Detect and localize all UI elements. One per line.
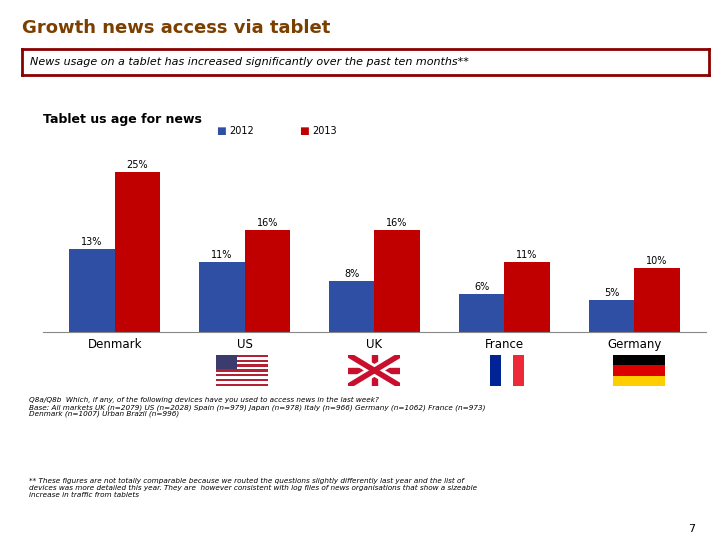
Text: 11%: 11% — [516, 250, 538, 260]
Bar — [501, 355, 513, 386]
Bar — [374, 230, 420, 332]
Text: Denmark (n=1007) Urban Brazil (n=996): Denmark (n=1007) Urban Brazil (n=996) — [29, 411, 179, 417]
Bar — [216, 364, 268, 367]
Bar — [634, 268, 680, 332]
Text: Base: All markets UK (n=2079) US (n=2028) Spain (n=979) Japan (n=978) Italy (n=9: Base: All markets UK (n=2079) US (n=2028… — [29, 404, 485, 410]
Bar — [370, 355, 379, 386]
Bar — [613, 365, 665, 376]
Bar — [613, 376, 665, 386]
Text: 11%: 11% — [211, 250, 233, 260]
Text: News usage on a tablet has increased significantly over the past ten months**: News usage on a tablet has increased sig… — [30, 57, 469, 66]
Bar — [100, 355, 109, 386]
Bar — [372, 355, 377, 386]
Bar — [114, 172, 160, 332]
Text: 8%: 8% — [344, 269, 359, 279]
Bar — [216, 376, 268, 379]
Text: 16%: 16% — [256, 218, 278, 228]
Text: 6%: 6% — [474, 282, 489, 292]
Text: Tablet us age for news: Tablet us age for news — [43, 113, 202, 126]
Bar — [216, 360, 268, 362]
Bar — [348, 368, 400, 373]
Bar — [513, 355, 524, 386]
Bar — [199, 262, 245, 332]
Text: 25%: 25% — [127, 160, 148, 171]
Text: 10%: 10% — [647, 256, 667, 266]
Bar — [216, 384, 268, 386]
Bar — [69, 249, 114, 332]
Bar — [589, 300, 634, 332]
Text: ■: ■ — [299, 126, 309, 136]
Bar — [216, 355, 237, 369]
Text: Growth news access via tablet: Growth news access via tablet — [22, 19, 330, 37]
Bar — [216, 367, 268, 369]
Text: ■: ■ — [216, 126, 226, 136]
Bar — [329, 281, 374, 332]
Text: 5%: 5% — [604, 288, 619, 298]
Bar — [216, 362, 268, 364]
Bar — [216, 372, 268, 374]
Bar — [490, 355, 501, 386]
Text: 16%: 16% — [387, 218, 408, 228]
Bar — [216, 379, 268, 381]
Bar — [216, 357, 268, 360]
Bar — [245, 230, 290, 332]
Text: 2013: 2013 — [312, 126, 336, 136]
Bar — [216, 369, 268, 372]
Bar — [216, 381, 268, 384]
Bar — [459, 294, 504, 332]
Bar — [613, 355, 665, 365]
Text: ** These figures are not totally comparable because we routed the questions slig: ** These figures are not totally compara… — [29, 478, 477, 498]
Bar — [216, 355, 268, 357]
Bar — [84, 367, 135, 374]
Bar — [504, 262, 550, 332]
Text: 13%: 13% — [81, 237, 102, 247]
Bar — [216, 374, 268, 376]
Text: Q8a/Q8b  Which, if any, of the following devices have you used to access news in: Q8a/Q8b Which, if any, of the following … — [29, 397, 379, 403]
Text: 2012: 2012 — [229, 126, 253, 136]
Bar — [348, 367, 400, 374]
Text: 7: 7 — [688, 523, 695, 534]
